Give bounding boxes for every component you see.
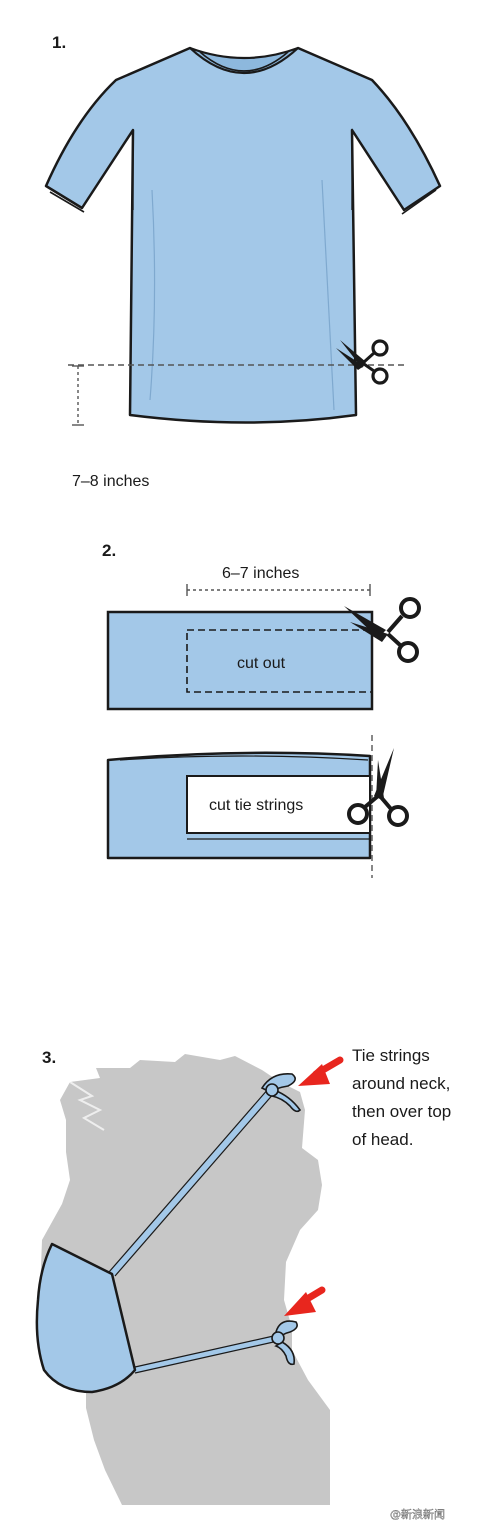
note-line-1: Tie strings (352, 1046, 430, 1065)
face-mask (35, 1242, 137, 1394)
cut-out-region (186, 629, 373, 693)
cut-tie-label: cut tie strings (209, 797, 303, 814)
arrow-bottom-icon (284, 1286, 326, 1316)
scissors-icon-3 (347, 748, 409, 827)
measure-label-2: 6–7 inches (222, 565, 299, 582)
scissors-icon-2 (344, 597, 421, 663)
note-line-2: around neck, (352, 1074, 450, 1093)
fabric-strip-cut-out (106, 610, 374, 711)
fabric-strip-tie-strings (106, 751, 372, 860)
step-3-number: 3. (42, 1048, 56, 1067)
cut-out-label: cut out (237, 655, 286, 672)
scissors-icon-1 (336, 339, 389, 385)
measure-label-1: 7–8 inches (72, 473, 149, 490)
arrow-top-icon (298, 1056, 344, 1086)
bottom-knot (271, 1320, 298, 1366)
bottom-strap (134, 1335, 279, 1373)
tshirt (44, 46, 442, 424)
top-strap (109, 1088, 275, 1276)
tie-strings-note: Tie strings around neck, then over top o… (352, 1046, 451, 1149)
step-2-number: 2. (102, 541, 116, 560)
watermark: @新浪新闻 (390, 1507, 445, 1521)
note-line-3: then over top (352, 1102, 451, 1121)
top-knot (260, 1072, 302, 1113)
head-silhouette (38, 1054, 330, 1505)
note-line-4: of head. (352, 1130, 413, 1149)
step-1-number: 1. (52, 33, 66, 52)
